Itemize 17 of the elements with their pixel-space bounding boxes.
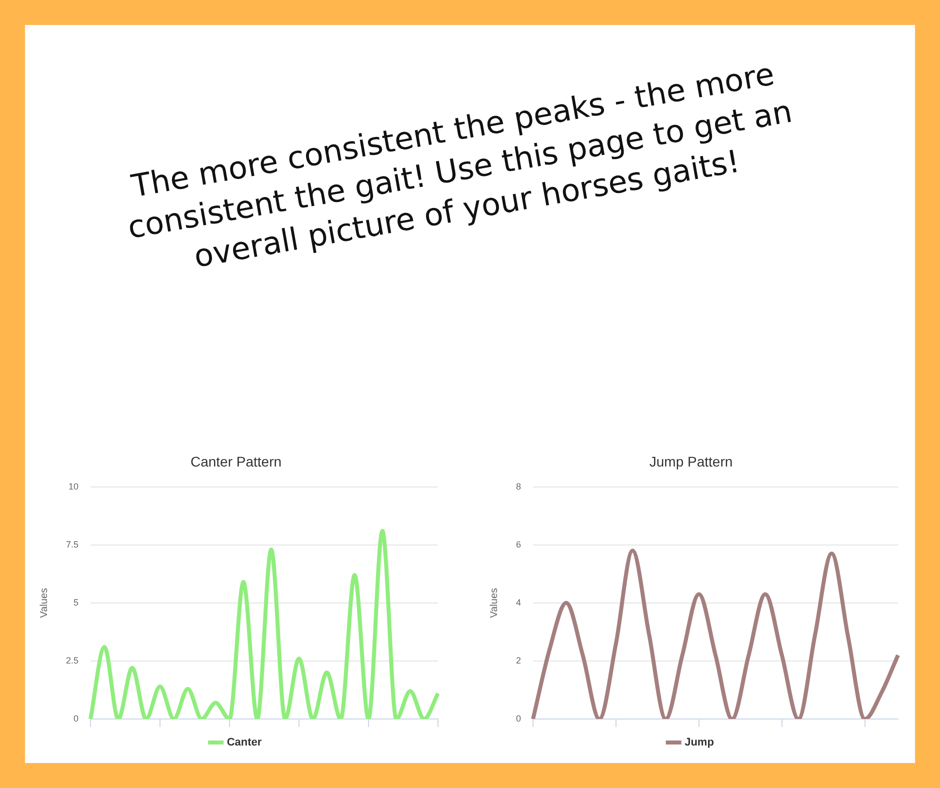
y-tick-label: 8 [516,481,522,492]
legend-label: Canter [226,736,262,749]
text: The more consistent the peaks - the more consistent the gait! Use this page to get an overall picture of your horses gaits! [124,55,796,278]
y-tick-label: 5 [73,597,79,608]
y-tick-label: 4 [516,597,522,608]
y-tick-label: 2.5 [66,655,79,666]
chart-title: Canter Pattern [190,453,282,470]
y-tick-label: 10 [68,481,79,492]
y-tick-label: 0 [73,713,79,724]
y-axis-title: Values [488,588,500,618]
y-tick-label: 6 [516,539,522,550]
y-axis-title: Values [38,588,50,618]
y-tick-label: 0 [516,713,522,724]
y-tick-label: 7.5 [66,539,79,550]
legend-label: Jump [684,736,714,749]
chart-title: Jump Pattern [649,453,733,470]
y-tick-label: 2 [516,655,522,666]
